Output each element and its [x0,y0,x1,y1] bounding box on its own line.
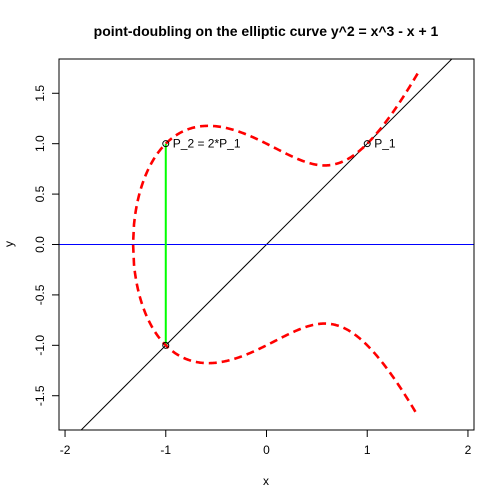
x-tick-label-0: -2 [60,443,71,457]
point-label-0: P_1 [374,137,396,151]
y-axis-label: y [2,241,16,247]
plot-area: P_1 P_2 = 2*P_1 [59,59,474,430]
y-tick-label-2: -0.5 [33,284,47,305]
y-tick-label-5: 1.0 [33,135,47,152]
elliptic-curve [131,72,419,417]
point-marker-1 [162,140,170,148]
point-marker-2 [162,341,170,349]
x-axis-label: x [263,474,269,488]
y-tick-label-1: -1.0 [33,335,47,356]
point-marker-0 [363,140,371,148]
y-tick-label-0: -1.5 [33,385,47,406]
plot-content [59,59,474,430]
y-tick-label-3: 0.0 [33,236,47,253]
x-tick-label-2: 0 [263,443,270,457]
point-label-1: P_2 = 2*P_1 [173,137,241,151]
x-tick-label-1: -1 [160,443,171,457]
y-axis: -1.5 -1.0 -0.5 0.0 0.5 1.0 1.5 [33,85,60,406]
x-tick-label-4: 2 [465,443,472,457]
x-tick-label-3: 1 [364,443,371,457]
chart-title: point-doubling on the elliptic curve y^2… [94,23,439,39]
y-tick-label-4: 0.5 [33,185,47,202]
y-tick-label-6: 1.5 [33,85,47,102]
x-axis: -2 -1 0 1 2 [60,429,472,457]
